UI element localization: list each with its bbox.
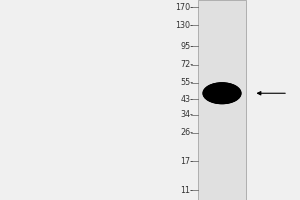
Ellipse shape — [204, 83, 240, 104]
Ellipse shape — [206, 84, 238, 102]
Ellipse shape — [207, 84, 237, 102]
Ellipse shape — [206, 84, 238, 103]
Ellipse shape — [205, 83, 239, 103]
Ellipse shape — [209, 85, 235, 101]
Text: 130-: 130- — [176, 21, 194, 30]
Ellipse shape — [209, 85, 235, 101]
Ellipse shape — [208, 85, 236, 102]
Text: 43-: 43- — [181, 95, 194, 104]
Ellipse shape — [204, 83, 240, 104]
Text: 17-: 17- — [181, 157, 194, 166]
Ellipse shape — [203, 82, 241, 104]
Text: 26-: 26- — [181, 128, 194, 137]
Ellipse shape — [211, 86, 233, 101]
Ellipse shape — [211, 86, 233, 100]
Ellipse shape — [210, 86, 234, 101]
Ellipse shape — [212, 86, 233, 100]
Ellipse shape — [209, 85, 235, 101]
Ellipse shape — [210, 86, 234, 101]
Text: 55-: 55- — [180, 78, 194, 87]
Ellipse shape — [203, 82, 241, 104]
Text: 170-: 170- — [176, 3, 194, 12]
Ellipse shape — [203, 83, 241, 104]
Ellipse shape — [206, 84, 239, 103]
Ellipse shape — [205, 83, 239, 103]
Text: 72-: 72- — [180, 60, 194, 69]
Ellipse shape — [212, 86, 232, 100]
Text: 34-: 34- — [181, 110, 194, 119]
Ellipse shape — [208, 85, 236, 102]
Text: 11-: 11- — [181, 186, 194, 195]
Ellipse shape — [207, 84, 237, 102]
Text: 95-: 95- — [180, 42, 194, 51]
Ellipse shape — [204, 83, 240, 103]
Ellipse shape — [206, 84, 238, 103]
Ellipse shape — [202, 82, 242, 104]
Ellipse shape — [211, 86, 233, 101]
Ellipse shape — [208, 85, 236, 102]
Ellipse shape — [207, 84, 237, 102]
Bar — [198, 0, 246, 200]
